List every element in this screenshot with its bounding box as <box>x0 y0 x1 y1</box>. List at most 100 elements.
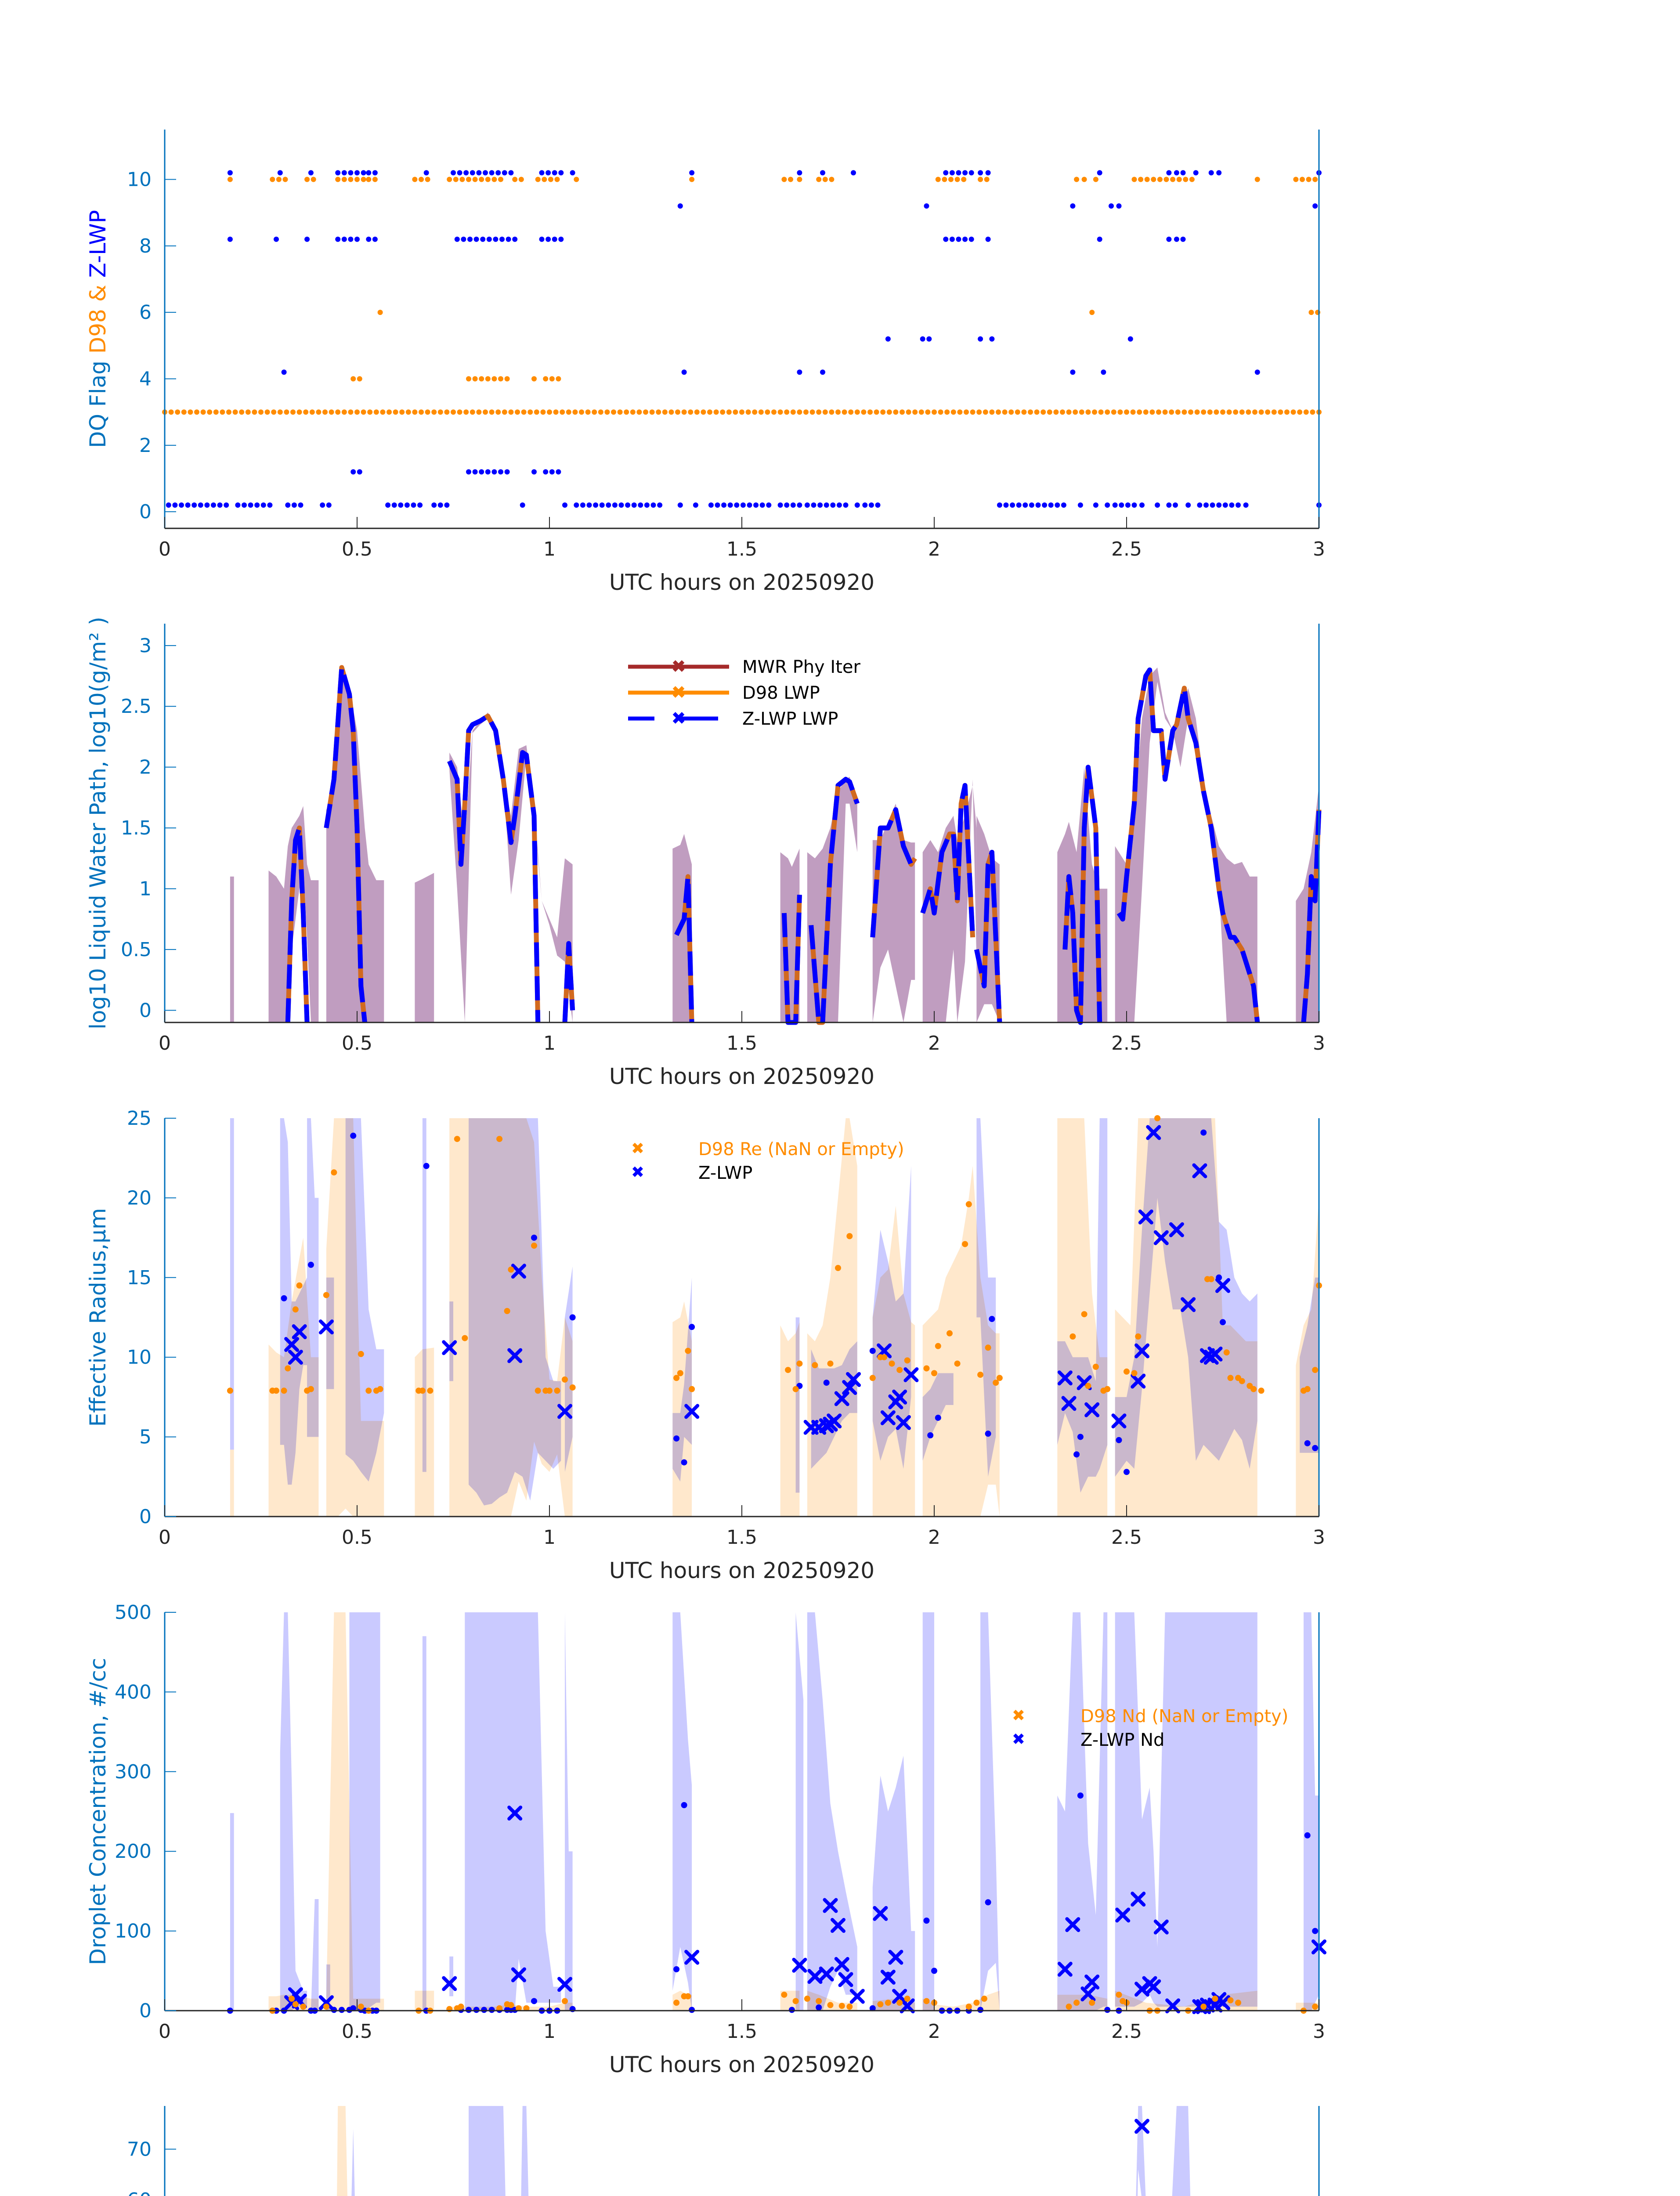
d98-point <box>504 1308 510 1314</box>
zlwp-point <box>673 1435 680 1442</box>
d98-flag-point <box>276 177 282 182</box>
d98-point <box>965 1201 972 1207</box>
x-marker-stroke <box>1153 1230 1169 1246</box>
x-axis-label: UTC hours on 20250920 <box>609 1558 874 1583</box>
panel-droplet-concentration: 0 0.5 1 1.5 2 2.5 3 0 100 200 300 400 500 UTC hours … <box>85 1601 1326 2077</box>
zlwp-flag-point <box>291 502 297 508</box>
zlwp-flag-point <box>1193 170 1199 176</box>
x-marker-stroke <box>511 1967 526 1983</box>
zlwp-point <box>985 1899 991 1906</box>
d98-point <box>419 1387 426 1394</box>
x-marker-stroke <box>1134 2119 1150 2134</box>
d98-point <box>458 2003 464 2010</box>
zlwp-uncertainty-band <box>311 1899 319 2011</box>
d98-point <box>508 2002 514 2008</box>
zlwp-point <box>307 1261 314 1268</box>
zlwp-flag-point <box>508 170 514 176</box>
d98-point <box>685 1993 691 2000</box>
zlwp-flag-point <box>599 502 605 508</box>
zlwp-flag-point <box>1243 502 1249 508</box>
zlwp-flag-point <box>543 469 549 475</box>
zlwp-x-marker <box>1192 1163 1207 1178</box>
d98-flag-point <box>335 409 341 415</box>
d98-point <box>515 2005 522 2012</box>
zlwp-flag-point <box>693 502 698 508</box>
zlwp-flag-point <box>1048 502 1054 508</box>
d98-point <box>973 1999 980 2006</box>
zlwp-flag-point <box>862 502 868 508</box>
d98-flag-point <box>688 409 694 415</box>
zlwp-flag-point <box>227 170 233 176</box>
d98-flag-point <box>1002 409 1008 415</box>
d98-point <box>935 1343 941 1349</box>
zlwp-flag-point <box>506 236 511 242</box>
zlwp-point <box>977 2007 984 2013</box>
zlwp-flag-point <box>520 502 525 508</box>
zlwp-flag-point <box>404 502 410 508</box>
d98-flag-point <box>491 376 497 382</box>
d98-flag-point <box>535 177 541 182</box>
zlwp-flag-point <box>985 236 991 242</box>
x-marker-stroke <box>1111 1413 1127 1429</box>
zlwp-flag-point <box>956 236 961 242</box>
x-marker-stroke <box>1138 1209 1153 1224</box>
d98-flag-point <box>681 409 687 415</box>
zlwp-flag-point <box>204 502 210 508</box>
d98-flag-point <box>1265 409 1271 415</box>
panel-liquid-water-path: 0 0.5 1 1.5 2 2.5 3 0 0.5 1 1.5 2 2.5 3 UTC hours on … <box>85 617 1325 1089</box>
d98-flag-point <box>944 409 950 415</box>
zlwp-flag-point <box>217 502 223 508</box>
d98-point <box>981 1995 987 2002</box>
zlwp-lwp-line <box>974 849 1002 1023</box>
zlwp-flag-point <box>1131 502 1137 508</box>
bands <box>230 1118 1319 1517</box>
d98-flag-point <box>284 409 289 415</box>
x-marker-stroke <box>1169 1222 1184 1237</box>
zlwp-point <box>885 1972 891 1978</box>
y-tick-label: 4 <box>139 368 152 390</box>
zlwp-flag-point <box>1116 203 1122 209</box>
zlwp-flag-point <box>417 502 423 508</box>
d98-flag-point <box>350 376 356 382</box>
d98-point <box>889 1360 895 1367</box>
legend-label-zlwp-nd: Z-LWP Nd <box>1080 1730 1164 1750</box>
zlwp-flag-point <box>612 502 618 508</box>
zlwp-flag-point <box>457 170 462 176</box>
zlwp-flag-point <box>191 502 197 508</box>
d98-point <box>923 1365 930 1372</box>
x-marker-stroke <box>557 1977 573 1992</box>
zlwp-flag-point <box>341 236 347 242</box>
zlwp-x-marker <box>511 1264 526 1279</box>
zlwp-x-marker <box>792 1958 807 1973</box>
x-marker-stroke <box>507 1348 523 1363</box>
zlwp-point <box>788 2007 795 2013</box>
x-marker-stroke <box>1077 1375 1092 1391</box>
d98-flag-point <box>816 177 822 182</box>
y-tick-label: 60 <box>127 2189 152 2196</box>
zlwp-flag-point <box>574 502 579 508</box>
zlwp-point <box>927 1432 934 1438</box>
d98-flag-point <box>585 409 591 415</box>
zlwp-x-marker <box>1215 1278 1230 1293</box>
d98-flag-point <box>1015 409 1020 415</box>
d98-flag-point <box>220 409 225 415</box>
zlwp-x-marker <box>1065 1917 1080 1932</box>
zlwp-flag-point <box>949 170 955 176</box>
zlwp-flag-point <box>502 170 507 176</box>
zlwp-flag-point <box>423 170 429 176</box>
x-tick-label: 2.5 <box>1111 538 1142 560</box>
d98-point <box>1304 1386 1311 1392</box>
d98-point <box>358 1351 364 1357</box>
zlwp-flag-point <box>618 502 624 508</box>
d98-flag-point <box>1162 409 1168 415</box>
x-marker-stroke <box>292 1324 307 1340</box>
zlwp-flag-point <box>211 502 216 508</box>
d98-flag-point <box>479 376 484 382</box>
d98-flag-point <box>765 409 770 415</box>
d98-flag-point <box>566 409 571 415</box>
d98-point <box>812 1362 818 1369</box>
y-tick-label: 10 <box>127 169 152 191</box>
zlwp-flag-point <box>1174 236 1179 242</box>
zlwp-flag-point <box>1216 502 1222 508</box>
y-tick-label: 400 <box>115 1681 152 1703</box>
